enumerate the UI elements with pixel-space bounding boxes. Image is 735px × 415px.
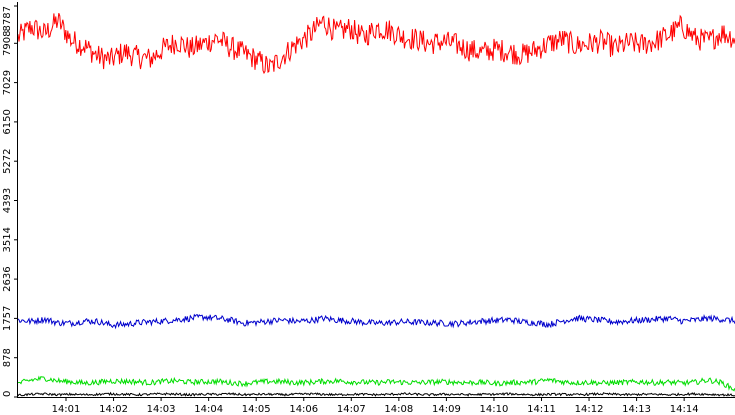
y-tick-label: 0 xyxy=(2,391,13,397)
y-tick-label: 3514 xyxy=(2,227,13,252)
x-tick-label: 14:04 xyxy=(194,404,223,415)
x-tick-label: 14:03 xyxy=(147,404,176,415)
x-tick-label: 14:01 xyxy=(52,404,81,415)
series-layer xyxy=(17,13,735,397)
y-tick-label: 5272 xyxy=(2,148,13,173)
x-tick-label: 14:09 xyxy=(432,404,461,415)
series-line-0 xyxy=(17,13,735,75)
y-tick-label: 8787 xyxy=(2,6,13,31)
x-tick-label: 14:06 xyxy=(289,404,318,415)
x-tick-label: 14:11 xyxy=(527,404,556,415)
y-tick-label: 7029 xyxy=(2,70,13,95)
y-tick-label: 7908 xyxy=(2,31,13,56)
x-tick-label: 14:02 xyxy=(99,404,128,415)
series-line-2 xyxy=(17,375,735,392)
x-tick-label: 14:12 xyxy=(575,404,604,415)
y-tick-label: 4393 xyxy=(2,188,13,213)
y-tick-label: 6150 xyxy=(2,109,13,134)
series-line-3 xyxy=(17,391,735,397)
x-tick-label: 14:08 xyxy=(384,404,413,415)
x-tick-label: 14:13 xyxy=(622,404,651,415)
y-tick-label: 2636 xyxy=(2,266,13,291)
y-tick-label: 1757 xyxy=(2,306,13,331)
x-tick-label: 14:10 xyxy=(480,404,509,415)
x-tick-label: 14:07 xyxy=(337,404,366,415)
series-line-1 xyxy=(17,313,735,330)
y-tick-label: 878 xyxy=(2,348,13,367)
x-tick-label: 14:05 xyxy=(242,404,271,415)
x-tick-label: 14:14 xyxy=(670,404,699,415)
